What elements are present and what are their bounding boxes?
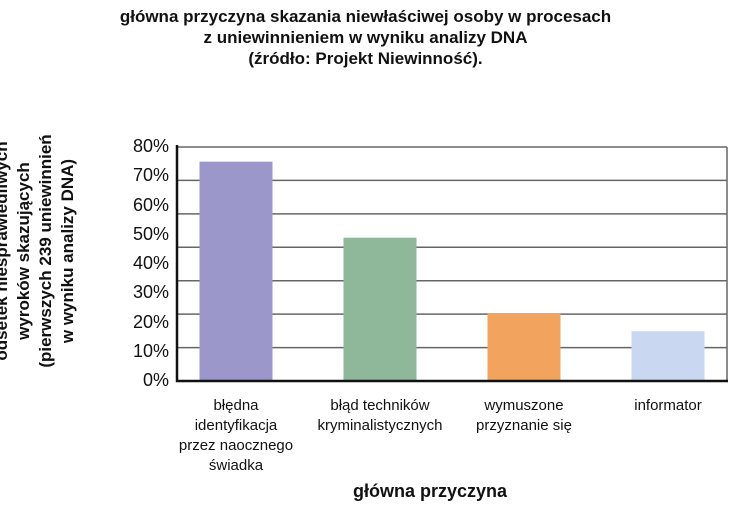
category-label-line: przyznanie się [476, 417, 572, 434]
category-label: informator [593, 396, 731, 416]
title-line: z uniewinnieniem w wyniku analizy DNA [203, 28, 528, 47]
category-label-line: przez naocznego [178, 437, 294, 454]
y-tick-label: 60% [132, 194, 169, 215]
category-label-line: kryminalistycznych [317, 417, 443, 434]
category-label: błędna identyfikacja przez naocznego świadk… [161, 396, 311, 476]
y-tick-label: 50% [132, 223, 169, 244]
y-tick-label: 40% [132, 253, 169, 273]
category-label: błąd techników kryminalistycznych [305, 396, 455, 436]
y-tick-label: 80% [132, 136, 169, 156]
bar-2 [487, 313, 561, 381]
title-line: (źródło: Projekt Niewinność). [248, 49, 483, 68]
bar-3 [631, 331, 705, 381]
bar-1 [343, 237, 417, 381]
category-label-line: świadka [208, 457, 264, 474]
chart-title: główna przyczyna skazania niewłaściwej o… [0, 6, 731, 69]
y-tick-label: 20% [132, 311, 169, 332]
category-label-line: identyfikacja [194, 417, 278, 434]
bar-0 [199, 161, 273, 381]
category-label-line: informator [634, 397, 702, 414]
x-axis-label: główna przyczyna [352, 481, 508, 501]
category-label-line: błąd techników [330, 397, 430, 414]
title-line: główna przyczyna skazania niewłaściwej o… [119, 7, 612, 26]
y-tick-label: 10% [132, 340, 169, 361]
category-label-line: błędna [213, 397, 259, 414]
y-tick-label: 30% [132, 282, 169, 303]
category-label: wymuszone przyznanie się [449, 396, 599, 436]
y-tick-label: 70% [132, 165, 169, 186]
category-label-line: wymuszone [484, 397, 564, 414]
y-tick-label: 0% [142, 370, 169, 390]
